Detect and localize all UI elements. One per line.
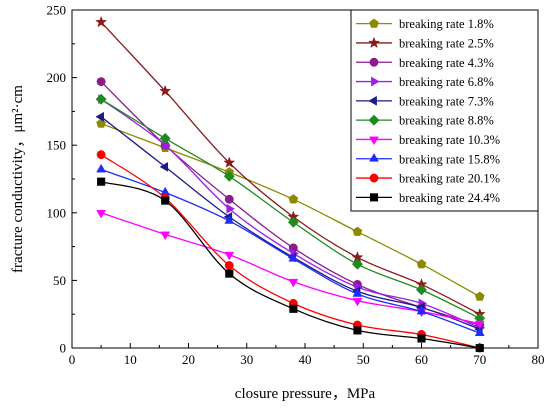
data-point: [369, 153, 379, 162]
series-10: [97, 177, 484, 353]
data-point: [416, 305, 427, 315]
data-point: [288, 253, 299, 262]
data-point: [226, 203, 235, 214]
legend-label: breaking rate 24.4%: [399, 191, 500, 205]
data-point: [369, 136, 379, 146]
x-axis-title: closure pressure，MPa: [235, 386, 376, 402]
x-tick-label: 80: [532, 352, 545, 367]
data-point: [352, 226, 363, 236]
data-point: [96, 77, 106, 87]
data-point: [288, 194, 299, 204]
legend-label: breaking rate 20.1%: [399, 172, 500, 186]
legend-item: breaking rate 20.1%: [356, 172, 500, 186]
data-point: [159, 84, 172, 97]
data-point: [95, 111, 104, 122]
y-axis-title: fracture conductivity，μm²·cm: [10, 85, 26, 273]
data-point: [417, 334, 426, 343]
data-point: [223, 170, 235, 182]
data-point: [288, 278, 299, 288]
data-point: [224, 194, 234, 204]
data-point: [287, 216, 299, 228]
legend-label: breaking rate 2.5%: [399, 36, 494, 50]
data-point: [351, 258, 363, 270]
y-tick-label: 200: [47, 70, 67, 85]
data-point: [289, 304, 298, 313]
legend-item: breaking rate 8.8%: [356, 114, 494, 128]
data-point: [369, 57, 379, 67]
data-point: [368, 95, 377, 106]
data-point: [95, 93, 107, 105]
data-point: [353, 326, 362, 335]
data-point: [225, 269, 234, 278]
data-point: [475, 343, 484, 353]
data-point: [223, 156, 236, 168]
axis-ticks: 0 10 20 30 40 50 60 70 80 0 50 100 150 200 250: [47, 3, 545, 368]
data-point: [96, 163, 107, 173]
data-point: [161, 196, 170, 205]
legend-item: breaking rate 10.3%: [356, 133, 500, 147]
data-point: [159, 161, 169, 172]
data-point: [416, 259, 427, 269]
legend-item: breaking rate 1.8%: [356, 17, 494, 31]
data-point: [95, 15, 108, 28]
legend-item: breaking rate 2.5%: [356, 36, 494, 50]
data-point: [224, 215, 235, 224]
data-point: [368, 114, 380, 126]
y-tick-label: 250: [47, 3, 67, 18]
x-tick-label: 30: [240, 352, 253, 367]
legend-label: breaking rate 1.8%: [399, 17, 494, 31]
data-point: [474, 327, 485, 336]
data-point: [224, 261, 234, 270]
x-tick-label: 20: [182, 352, 195, 367]
data-point: [369, 193, 379, 202]
legend-item: breaking rate 6.8%: [356, 75, 494, 89]
series-layer: [95, 15, 486, 353]
legend-item: breaking rate 24.4%: [356, 191, 500, 205]
data-point: [159, 132, 171, 144]
x-tick-label: 40: [299, 352, 312, 367]
legend-label: breaking rate 10.3%: [399, 133, 500, 147]
data-point: [96, 150, 106, 160]
data-point: [352, 297, 363, 307]
data-point: [474, 291, 485, 301]
data-point: [415, 284, 428, 296]
series-8: [96, 163, 485, 336]
data-point: [371, 76, 380, 87]
legend-label: breaking rate 4.3%: [399, 56, 494, 70]
data-point: [160, 231, 171, 241]
x-tick-label: 0: [69, 352, 76, 367]
x-tick-label: 10: [124, 352, 137, 367]
data-point: [224, 251, 235, 261]
series-6: [95, 93, 486, 324]
data-point: [369, 18, 379, 28]
legend-label: breaking rate 7.3%: [399, 94, 494, 108]
legend-label: breaking rate 15.8%: [399, 152, 500, 166]
legend-label: breaking rate 8.8%: [399, 114, 494, 128]
x-tick-label: 60: [415, 352, 428, 367]
data-point: [369, 173, 379, 183]
y-tick-label: 50: [53, 273, 66, 288]
data-point: [96, 209, 107, 219]
legend-item: breaking rate 15.8%: [356, 152, 500, 166]
legend-label: breaking rate 6.8%: [399, 75, 494, 89]
y-tick-label: 0: [60, 341, 67, 356]
legend-item: breaking rate 7.3%: [356, 94, 494, 108]
data-point: [97, 177, 106, 186]
x-tick-label: 70: [473, 352, 486, 367]
y-tick-label: 150: [47, 138, 67, 153]
data-point: [352, 288, 363, 297]
legend: breaking rate 1.8% breaking rate 2.5% brea…: [350, 9, 539, 212]
data-point: [474, 320, 485, 330]
y-tick-label: 100: [47, 205, 67, 220]
data-point: [367, 36, 381, 49]
legend-item: breaking rate 4.3%: [356, 56, 494, 70]
x-tick-label: 50: [357, 352, 370, 367]
